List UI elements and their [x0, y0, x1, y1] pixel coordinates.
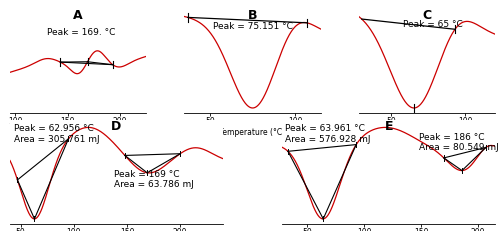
Text: C: C: [422, 9, 432, 22]
Text: Peak = 62.956 °C
Area = 305.761 mJ: Peak = 62.956 °C Area = 305.761 mJ: [14, 124, 100, 144]
Text: Peak = 65 °C: Peak = 65 °C: [403, 20, 463, 29]
Text: B: B: [248, 9, 257, 22]
Text: A: A: [74, 9, 83, 22]
Text: Peak = 75.151 °C: Peak = 75.151 °C: [214, 22, 293, 31]
X-axis label: Temperature (°C): Temperature (°C): [45, 128, 111, 137]
Text: E: E: [384, 120, 393, 133]
X-axis label: Temperature (°C): Temperature (°C): [220, 128, 286, 137]
Text: D: D: [111, 120, 122, 133]
Text: Peak = 186 °C
Area = 80.549 mJ: Peak = 186 °C Area = 80.549 mJ: [419, 133, 498, 152]
Text: Peak = 169 °C
Area = 63.786 mJ: Peak = 169 °C Area = 63.786 mJ: [114, 170, 194, 189]
X-axis label: Temperature (°C): Temperature (°C): [394, 128, 460, 137]
Text: Peak = 169. °C: Peak = 169. °C: [46, 28, 115, 37]
Text: Peak = 63.961 °C
Area = 576.928 mJ: Peak = 63.961 °C Area = 576.928 mJ: [284, 124, 370, 144]
